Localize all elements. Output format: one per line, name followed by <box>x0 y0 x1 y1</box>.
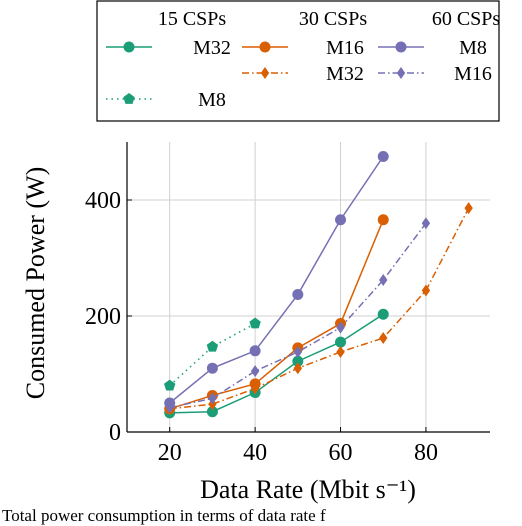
grid <box>127 142 490 433</box>
y-tick-label: 0 <box>109 420 121 446</box>
caption-fragment: Total power consumption in terms of data… <box>2 506 326 525</box>
data-point <box>165 401 174 414</box>
data-point <box>208 392 217 405</box>
legend-entry: M32 <box>242 63 364 85</box>
legend-group-header: 60 CSPs <box>432 8 501 30</box>
legend-label: M16 <box>454 63 492 85</box>
data-point <box>206 340 219 352</box>
data-point <box>336 345 345 358</box>
legend-marker <box>396 67 406 79</box>
axes <box>126 142 490 433</box>
legend-label: M8 <box>198 89 226 111</box>
data-point <box>293 362 303 375</box>
y-axis-label: Consumed Power (W) <box>21 167 50 400</box>
series-60-csps-m16 <box>165 217 431 414</box>
y-tick-label: 400 <box>85 188 121 214</box>
data-point <box>464 202 473 215</box>
series-15-csps-m32 <box>164 308 389 419</box>
legend-group-header: 15 CSPs <box>158 8 227 30</box>
x-tick-label: 20 <box>158 440 182 466</box>
data-point <box>377 151 389 162</box>
legend-marker <box>123 41 135 53</box>
data-point <box>206 362 218 374</box>
legend-marker <box>123 93 135 104</box>
data-point <box>292 289 304 301</box>
data-point <box>379 274 388 287</box>
series-15-csps-m8 <box>164 317 261 391</box>
x-tick-label: 60 <box>329 440 353 466</box>
data-point <box>249 345 261 357</box>
legend-marker <box>395 41 407 53</box>
x-tick-label: 80 <box>414 440 438 466</box>
data-point <box>250 365 260 378</box>
series-line <box>169 322 256 387</box>
legend-label: M32 <box>326 63 364 85</box>
legend-entry: M8 <box>106 89 226 111</box>
series-line <box>169 313 384 414</box>
data-point <box>379 332 388 345</box>
data-point <box>336 321 345 334</box>
legend-marker <box>259 41 271 53</box>
legend-label: M16 <box>326 37 364 59</box>
legend-entry: M8 <box>378 37 487 59</box>
data-point <box>293 345 303 358</box>
data-point <box>335 214 347 226</box>
data-point <box>250 382 260 395</box>
data-point <box>249 317 261 329</box>
legend-label: M32 <box>193 37 231 59</box>
series-line <box>169 156 384 404</box>
series-30-csps-m16 <box>164 214 389 415</box>
series-line <box>169 219 384 410</box>
data-point <box>421 217 431 230</box>
legend-label: M8 <box>459 37 487 59</box>
x-axis-label: Data Rate (Mbit s⁻¹) <box>200 475 416 504</box>
data-point <box>421 284 431 297</box>
data-point <box>292 355 304 367</box>
data-point <box>335 336 347 348</box>
legend-entry: M16 <box>242 37 364 59</box>
legend-marker <box>260 67 270 79</box>
data-point <box>377 308 389 320</box>
legend-entry: M16 <box>378 63 492 85</box>
legend-box <box>96 0 500 122</box>
legend: 15 CSPs 30 CSPs 60 CSPs M32 M16 M8 M32 M16 M8 <box>96 0 501 122</box>
data-point <box>164 379 176 391</box>
series-line <box>169 207 470 410</box>
legend-entry: M32 <box>106 37 231 59</box>
legend-group-header: 30 CSPs <box>299 8 368 30</box>
series-layer <box>164 151 473 419</box>
data-point <box>377 214 389 226</box>
series-60-csps-m8 <box>164 151 389 409</box>
y-tick-label: 200 <box>85 304 121 330</box>
tick-labels: 20 40 60 80 0 200 400 <box>85 188 438 466</box>
data-point <box>206 406 218 418</box>
series-30-csps-m32 <box>165 202 473 415</box>
x-tick-label: 40 <box>243 440 267 466</box>
